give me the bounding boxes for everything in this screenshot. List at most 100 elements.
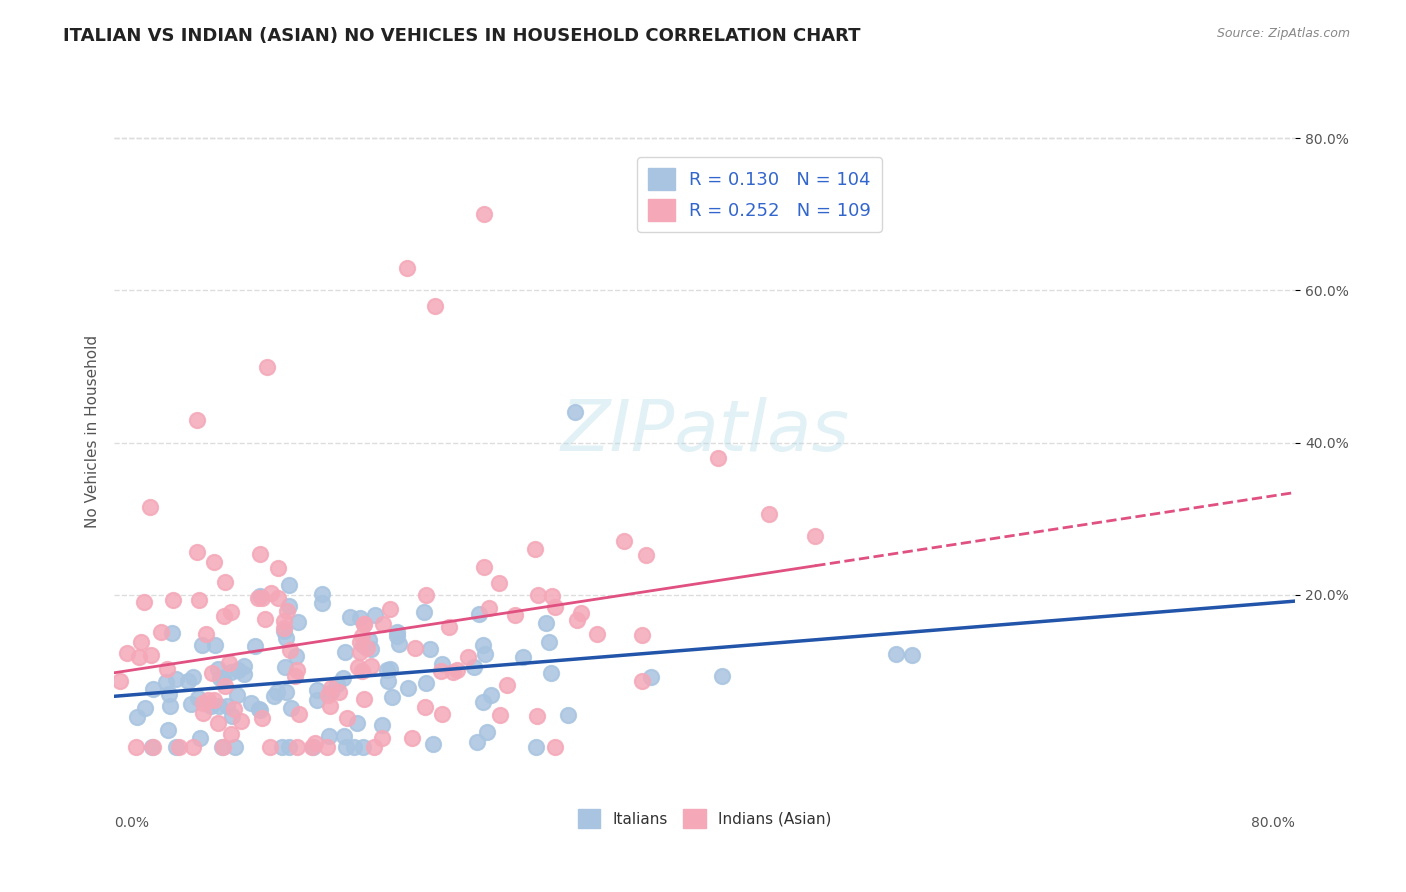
Point bbox=[186, 545, 208, 559]
Point bbox=[250, 711, 273, 725]
Point bbox=[430, 657, 453, 671]
Point bbox=[472, 695, 495, 709]
Point bbox=[395, 260, 418, 275]
Point bbox=[333, 645, 356, 659]
Point bbox=[422, 737, 444, 751]
Point bbox=[352, 739, 374, 754]
Point bbox=[274, 631, 297, 645]
Point bbox=[139, 648, 162, 663]
Point bbox=[200, 698, 222, 713]
Point bbox=[219, 665, 242, 680]
Point bbox=[371, 731, 394, 745]
Point bbox=[273, 621, 295, 635]
Point bbox=[287, 664, 309, 678]
Point bbox=[381, 690, 404, 704]
Point bbox=[155, 674, 177, 689]
Point bbox=[211, 672, 233, 686]
Point bbox=[219, 727, 242, 741]
Text: Source: ZipAtlas.com: Source: ZipAtlas.com bbox=[1216, 27, 1350, 40]
Point bbox=[219, 605, 242, 619]
Point bbox=[488, 575, 510, 590]
Point bbox=[247, 702, 270, 716]
Point bbox=[301, 739, 323, 754]
Point bbox=[260, 585, 283, 599]
Point bbox=[884, 647, 907, 661]
Point bbox=[211, 739, 233, 754]
Point bbox=[526, 709, 548, 723]
Point bbox=[321, 681, 343, 695]
Point bbox=[388, 637, 411, 651]
Point bbox=[167, 739, 190, 754]
Point bbox=[415, 588, 437, 602]
Point bbox=[512, 649, 534, 664]
Point bbox=[212, 608, 235, 623]
Point bbox=[188, 731, 211, 745]
Point bbox=[336, 711, 359, 725]
Point bbox=[307, 693, 329, 707]
Point bbox=[636, 548, 658, 562]
Point bbox=[479, 689, 502, 703]
Point bbox=[413, 700, 436, 714]
Point bbox=[307, 682, 329, 697]
Point bbox=[134, 594, 156, 608]
Point bbox=[202, 693, 225, 707]
Point bbox=[475, 724, 498, 739]
Point bbox=[239, 696, 262, 710]
Point bbox=[377, 663, 399, 677]
Point bbox=[233, 658, 256, 673]
Text: ZIPatlas: ZIPatlas bbox=[560, 397, 849, 466]
Point bbox=[129, 635, 152, 649]
Point bbox=[280, 643, 302, 657]
Point bbox=[346, 715, 368, 730]
Point bbox=[404, 640, 426, 655]
Point bbox=[378, 602, 401, 616]
Point bbox=[201, 665, 224, 680]
Point bbox=[211, 739, 233, 754]
Point bbox=[333, 729, 356, 743]
Point bbox=[377, 673, 399, 688]
Point bbox=[218, 656, 240, 670]
Point bbox=[253, 613, 276, 627]
Point bbox=[371, 617, 394, 632]
Point bbox=[328, 685, 350, 699]
Point bbox=[202, 556, 225, 570]
Point bbox=[401, 731, 423, 746]
Point bbox=[249, 703, 271, 717]
Point bbox=[165, 739, 187, 754]
Point bbox=[349, 635, 371, 649]
Point bbox=[266, 685, 288, 699]
Point bbox=[353, 617, 375, 632]
Y-axis label: No Vehicles in Household: No Vehicles in Household bbox=[86, 334, 100, 528]
Point bbox=[319, 685, 342, 699]
Point bbox=[278, 739, 301, 754]
Point bbox=[142, 681, 165, 696]
Point bbox=[183, 670, 205, 684]
Point bbox=[465, 735, 488, 749]
Point bbox=[256, 359, 278, 374]
Point bbox=[221, 709, 243, 723]
Point bbox=[758, 507, 780, 521]
Point bbox=[711, 669, 734, 683]
Point bbox=[311, 587, 333, 601]
Point bbox=[134, 701, 156, 715]
Point bbox=[224, 739, 246, 754]
Point bbox=[804, 529, 827, 543]
Point bbox=[613, 534, 636, 549]
Point bbox=[538, 635, 561, 649]
Point bbox=[301, 739, 323, 754]
Point bbox=[224, 702, 246, 716]
Point bbox=[463, 660, 485, 674]
Point bbox=[505, 607, 527, 622]
Point bbox=[273, 624, 295, 638]
Point bbox=[115, 646, 138, 660]
Point bbox=[446, 663, 468, 677]
Point bbox=[229, 714, 252, 728]
Point bbox=[287, 739, 309, 754]
Point bbox=[214, 575, 236, 590]
Point bbox=[232, 666, 254, 681]
Point bbox=[352, 638, 374, 652]
Point bbox=[108, 673, 131, 688]
Point bbox=[472, 207, 495, 221]
Point bbox=[387, 629, 409, 643]
Point bbox=[226, 663, 249, 677]
